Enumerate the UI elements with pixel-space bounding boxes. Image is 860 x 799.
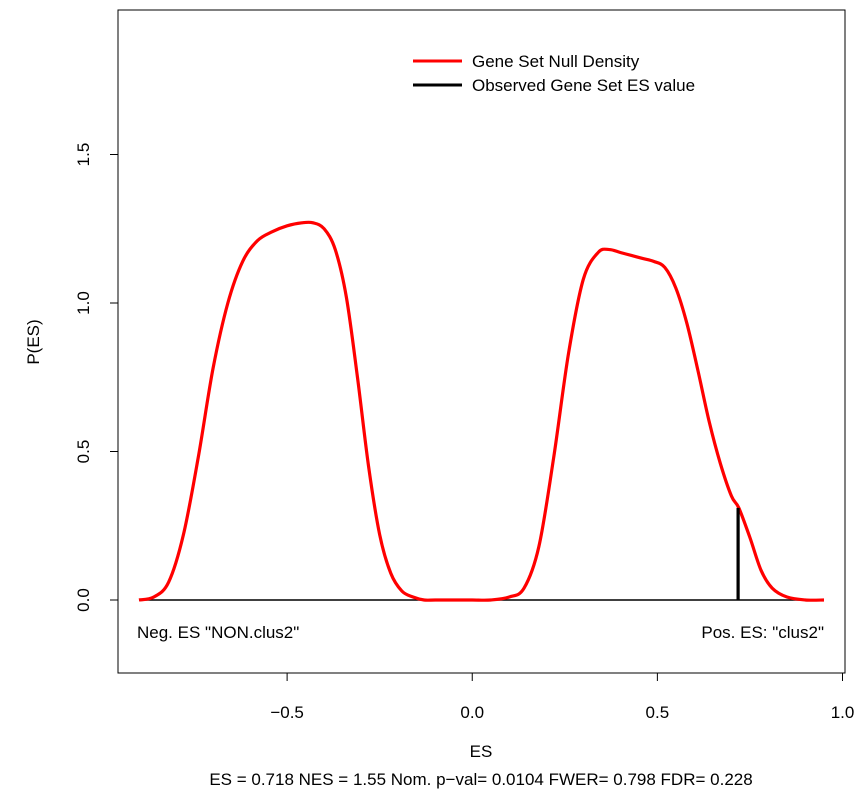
y-axis: 0.0 0.5 1.0 1.5 xyxy=(74,143,119,612)
x-tick-label: −0.5 xyxy=(270,703,304,722)
annotation-positive-es: Pos. ES: "clus2" xyxy=(701,623,824,642)
x-tick-label: 1.0 xyxy=(831,703,855,722)
y-tick-label: 1.5 xyxy=(74,143,93,167)
null-density-curve xyxy=(138,220,825,602)
legend: Gene Set Null Density Observed Gene Set … xyxy=(413,52,695,95)
x-tick-label: 0.5 xyxy=(646,703,670,722)
y-axis-label: P(ES) xyxy=(24,319,43,364)
y-tick-label: 0.0 xyxy=(74,588,93,612)
y-tick-label: 1.0 xyxy=(74,291,93,315)
legend-label-observed-es: Observed Gene Set ES value xyxy=(472,76,695,95)
series-layer xyxy=(138,220,825,602)
x-tick-label: 0.0 xyxy=(460,703,484,722)
annotation-negative-es: Neg. ES "NON.clus2" xyxy=(137,623,299,642)
x-axis-label: ES xyxy=(470,742,493,761)
legend-label-null-density: Gene Set Null Density xyxy=(472,52,640,71)
y-tick-label: 0.5 xyxy=(74,440,93,464)
chart-subtitle: ES = 0.718 NES = 1.55 Nom. p−val= 0.0104… xyxy=(209,770,752,789)
plot-frame xyxy=(117,9,846,674)
x-axis: −0.5 0.0 0.5 1.0 xyxy=(270,672,855,722)
